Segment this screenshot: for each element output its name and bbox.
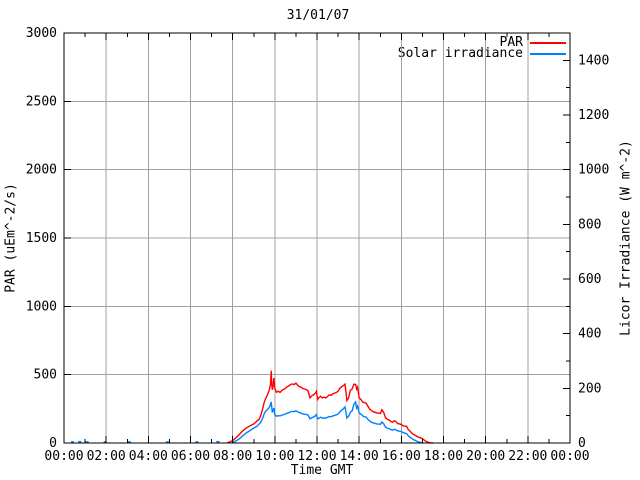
y-left-tick-label: 1500 (26, 231, 57, 246)
x-tick-label: 16:00 (382, 449, 421, 464)
par-line (227, 370, 434, 444)
y-right-tick-label: 1400 (578, 53, 609, 68)
y-left-tick-label: 1000 (26, 299, 57, 314)
legend-label-solar: Solar irradiance (397, 46, 523, 61)
solar-blip (85, 441, 89, 444)
y-right-tick-label: 0 (578, 436, 586, 451)
y-left-tick-label: 500 (34, 368, 57, 383)
x-tick-label: 00:00 (550, 449, 589, 464)
solar-blip (70, 441, 74, 444)
legend-entry-par: PAR (500, 36, 566, 49)
x-tick-label: 12:00 (297, 449, 336, 464)
solar-blip (78, 440, 82, 443)
legend-label-par: PAR (499, 35, 523, 50)
y-right-tick-label: 400 (578, 327, 601, 342)
y-right-tick-label: 600 (578, 272, 601, 287)
solar-blip (195, 441, 199, 444)
y-right-tick-label: 800 (578, 217, 601, 232)
y-left-tick-label: 2500 (26, 94, 57, 109)
y-right-tick-label: 1200 (578, 108, 609, 123)
solar-irradiance-line (232, 400, 423, 444)
y-left-tick-label: 2000 (26, 163, 57, 178)
x-tick-label: 20:00 (466, 449, 505, 464)
y-axis-left-title: PAR (uEm^-2/s) (3, 183, 19, 293)
legend-entry-solar: Solar irradiance (398, 47, 566, 60)
x-tick-label: 08:00 (213, 449, 252, 464)
x-tick-label: 18:00 (424, 449, 463, 464)
x-tick-label: 14:00 (340, 449, 379, 464)
y-axis-right-title: Licor Irradiance (W m^-2) (618, 140, 634, 336)
solar-blip (127, 441, 131, 444)
solar-blip (103, 441, 107, 444)
x-tick-label: 10:00 (255, 449, 294, 464)
x-tick-label: 02:00 (87, 449, 126, 464)
x-tick-label: 00:00 (44, 449, 83, 464)
legend-line-sample-solar (530, 52, 566, 55)
x-tick-label: 04:00 (129, 449, 168, 464)
solar-blip (165, 441, 169, 444)
x-axis-title: Time GMT (290, 463, 354, 478)
chart-title: 31/01/07 (286, 8, 350, 23)
y-left-tick-label: 3000 (26, 26, 57, 41)
x-tick-label: 06:00 (171, 449, 210, 464)
legend-line-sample-par (530, 41, 566, 44)
y-left-tick-label: 0 (49, 436, 57, 451)
y-right-tick-label: 1000 (578, 163, 609, 178)
x-tick-label: 22:00 (508, 449, 547, 464)
solar-blip (216, 440, 220, 443)
y-right-tick-label: 200 (578, 381, 601, 396)
